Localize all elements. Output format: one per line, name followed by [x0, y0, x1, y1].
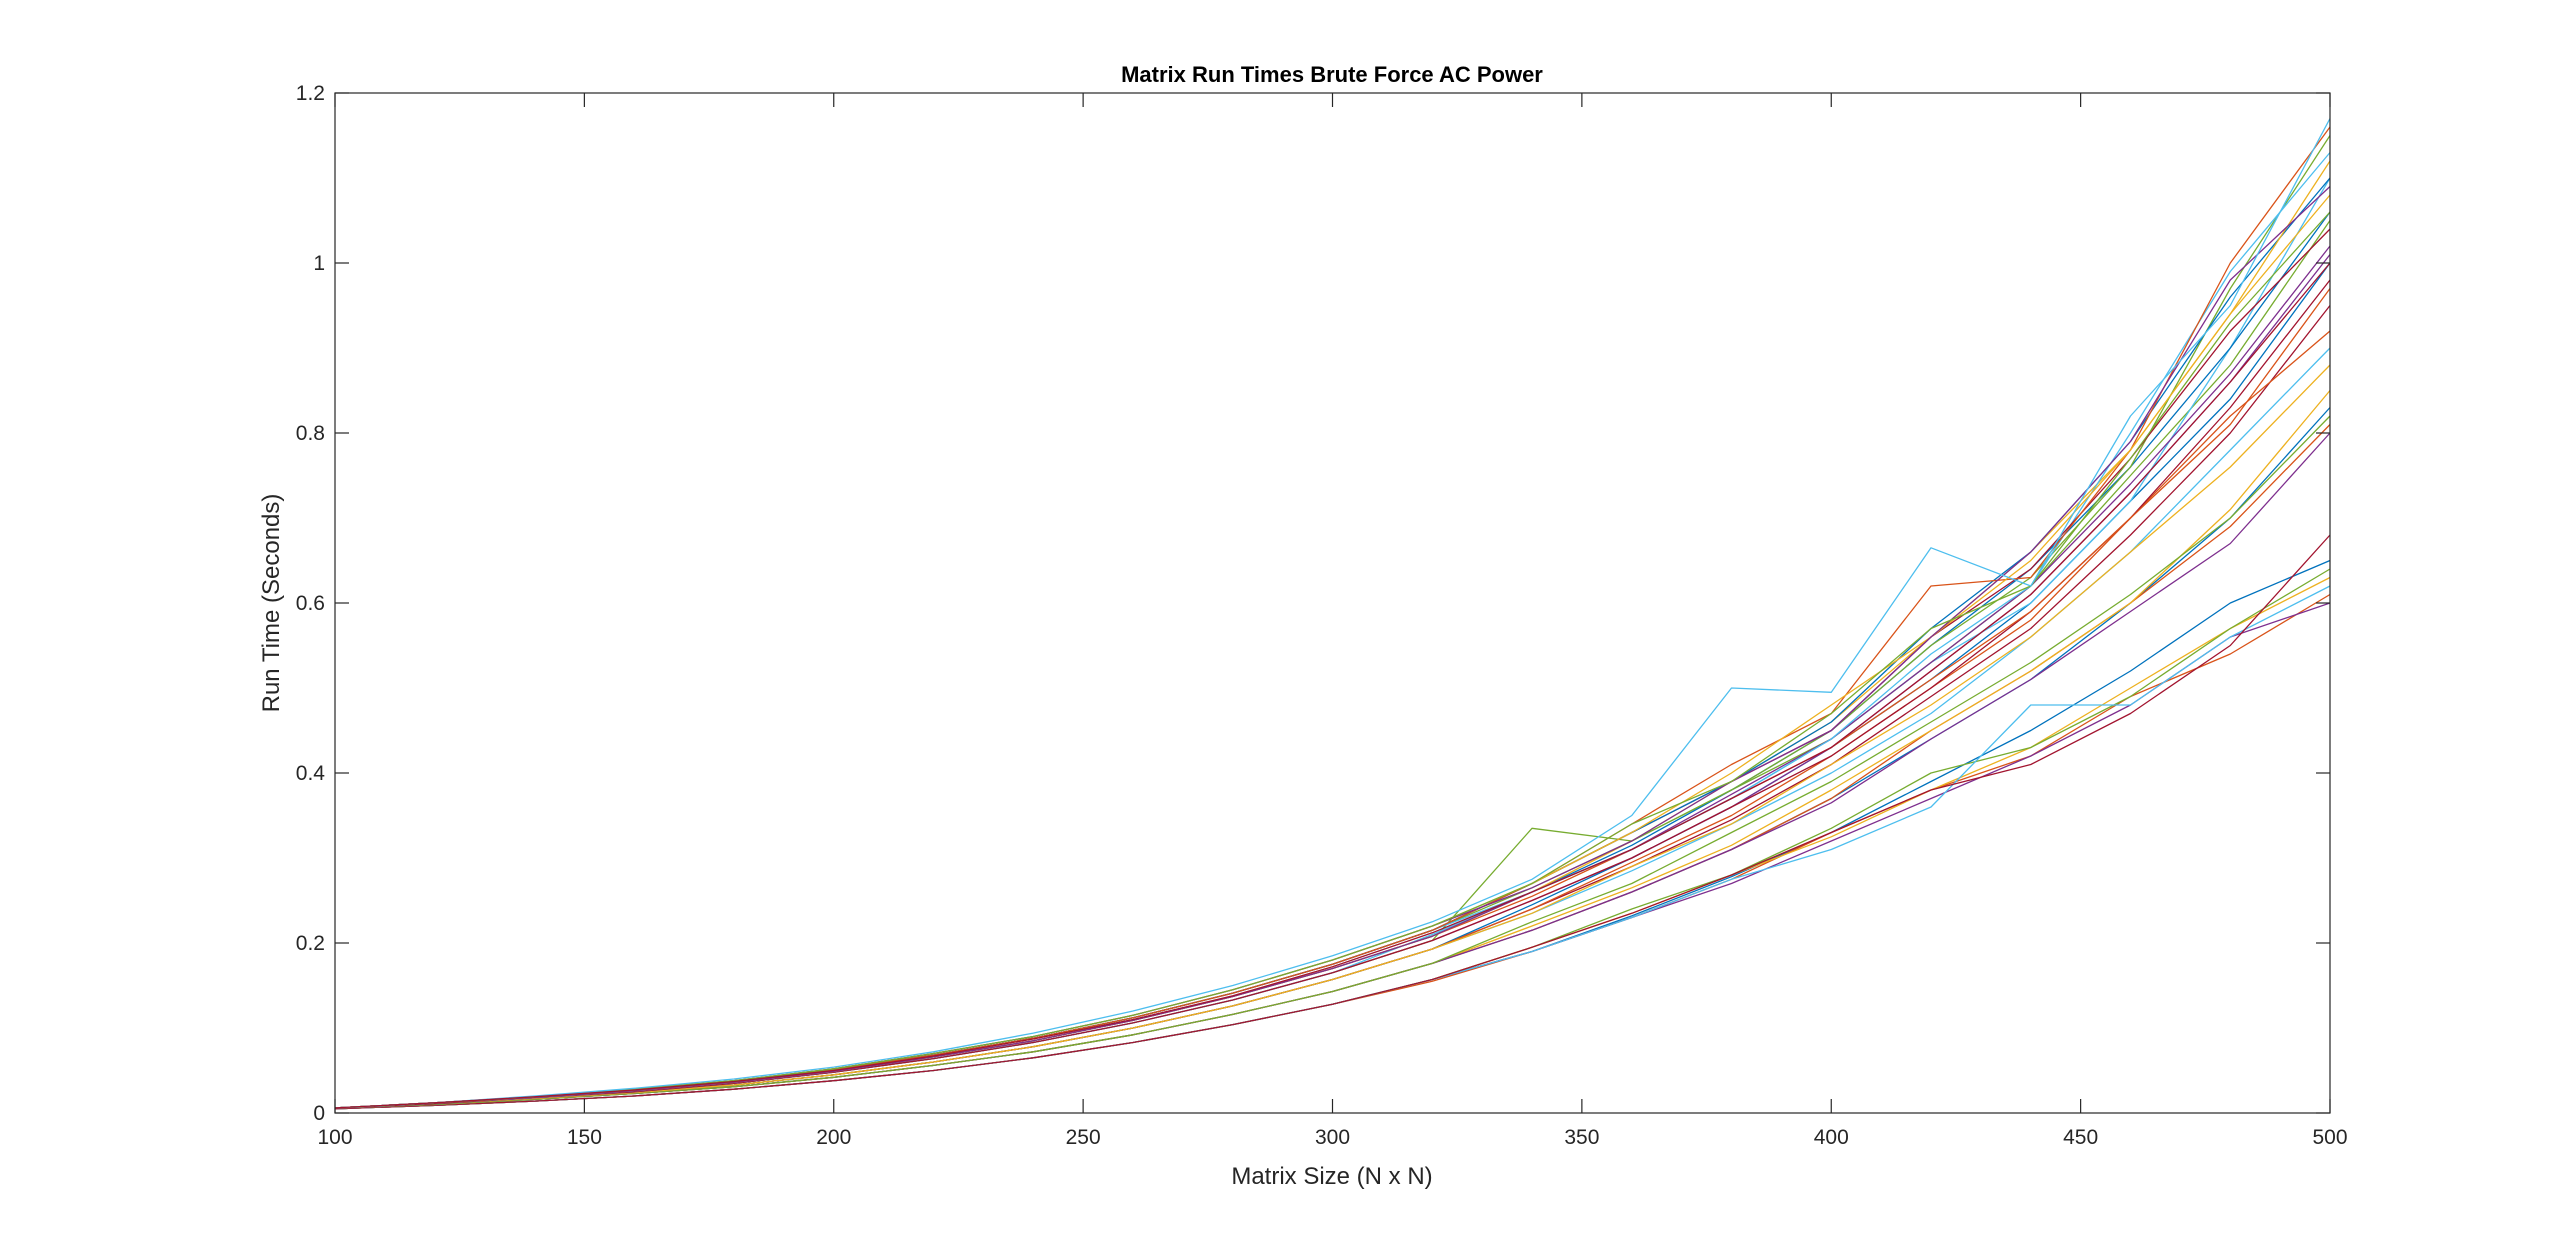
ticks-group: 100 150 200 250 300 350 400 450 500 0 0.2 0.4 0.6 0.8… — [296, 82, 2348, 1149]
series-line-34 — [334, 118, 2331, 1109]
y-tick-label: 0 — [313, 1102, 325, 1125]
x-tick-label: 300 — [1315, 1126, 1350, 1149]
y-tick-label: 1.2 — [296, 82, 325, 105]
y-axis-label: Run Time (Seconds) — [258, 494, 285, 713]
x-axis-label: Matrix Size (N x N) — [1231, 1163, 1432, 1190]
x-tick-label: 400 — [1814, 1126, 1849, 1149]
x-tick-label: 350 — [1564, 1126, 1599, 1149]
chart-title: Matrix Run Times Brute Force AC Power — [1121, 62, 1543, 87]
y-tick-label: 0.8 — [296, 422, 325, 445]
y-tick-label: 0.4 — [296, 762, 326, 785]
x-tick-label: 100 — [317, 1126, 352, 1149]
x-tick-label: 150 — [567, 1126, 602, 1149]
x-tick-label: 450 — [2063, 1126, 2098, 1149]
series-line-12 — [334, 415, 2331, 1109]
y-tick-label: 1 — [313, 252, 325, 275]
series-line-17 — [334, 364, 2331, 1109]
y-tick-label: 0.2 — [296, 932, 325, 955]
y-tick-label: 0.6 — [296, 592, 325, 615]
series-line-35 — [334, 262, 2331, 1109]
series-group — [334, 118, 2331, 1110]
x-tick-label: 500 — [2312, 1126, 2347, 1149]
series-line-7 — [334, 534, 2331, 1110]
x-tick-label: 250 — [1066, 1126, 1101, 1149]
series-line-33 — [334, 211, 2331, 1109]
x-tick-label: 200 — [816, 1126, 851, 1149]
plot-area — [335, 93, 2330, 1113]
series-line-21 — [334, 279, 2331, 1109]
series-line-25 — [334, 245, 2331, 1109]
